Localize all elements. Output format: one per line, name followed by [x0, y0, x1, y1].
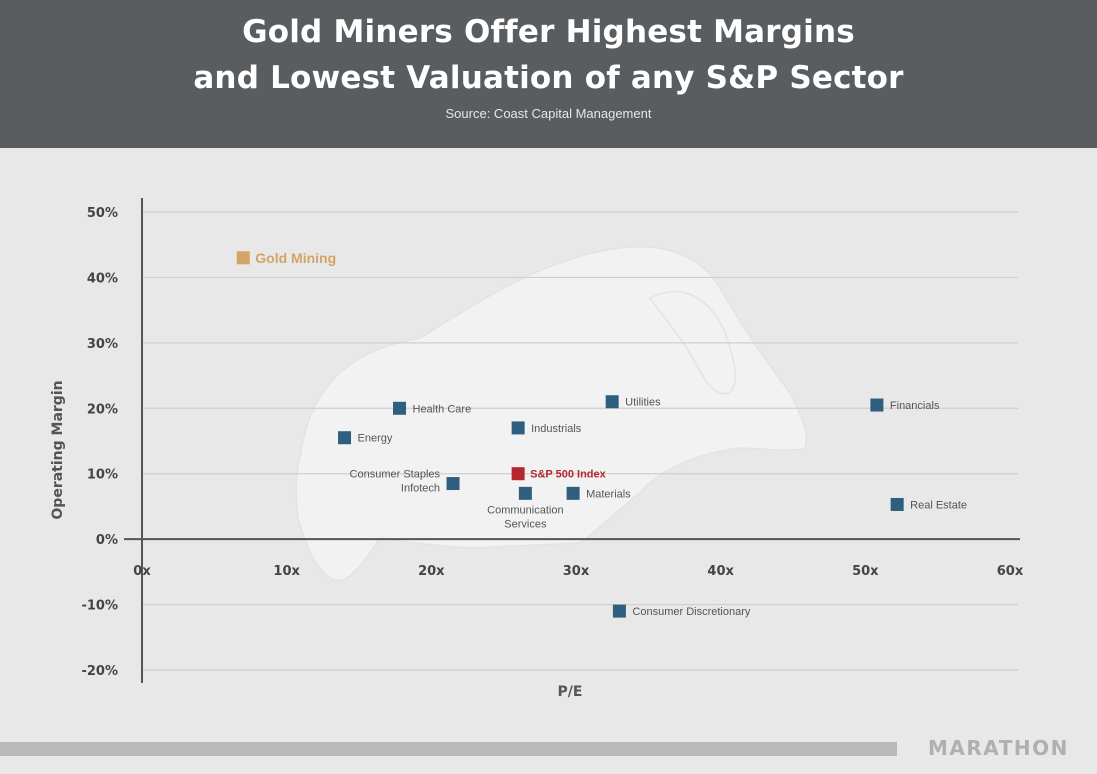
bull-watermark-icon: [296, 247, 806, 581]
x-tick-label-1: 10x: [273, 564, 300, 579]
y-tick-label-0: 50%: [87, 206, 118, 221]
point-marker-3: [447, 477, 460, 490]
y-tick-label-4: 10%: [87, 468, 118, 483]
point-marker-11: [891, 498, 904, 511]
x-tick-label-4: 40x: [707, 564, 734, 579]
point-marker-1: [393, 402, 406, 415]
point-marker-10: [870, 399, 883, 412]
chart-area: 50% 40% 30% 20% 10% 0% -10% -20% 0x 10x 20x 30x 40x 5…: [0, 148, 1097, 738]
point-label-5: S&P 500 Index: [530, 469, 606, 481]
point-marker-7: [606, 395, 619, 408]
chart-source: Source: Coast Capital Management: [0, 106, 1097, 121]
x-tick-label-3: 30x: [563, 564, 590, 579]
scatter-chart: 50% 40% 30% 20% 10% 0% -10% -20% 0x 10x 20x 30x 40x 5…: [0, 148, 1097, 738]
point-marker-8: [567, 487, 580, 500]
footer-bar: [0, 742, 897, 756]
x-tick-label-2: 20x: [418, 564, 445, 579]
x-tick-label-5: 50x: [852, 564, 879, 579]
chart-header: Gold Miners Offer Highest Margins and Lo…: [0, 0, 1097, 148]
y-tick-label-6: -10%: [81, 599, 118, 614]
point-label-0: Gold Mining: [255, 250, 336, 266]
x-axis-label: P/E: [558, 684, 583, 700]
point-marker-9: [613, 605, 626, 618]
y-tick-label-2: 30%: [87, 337, 118, 352]
x-tick-label-6: 60x: [997, 564, 1024, 579]
point-label-8: Materials: [586, 488, 631, 500]
point-label-2: Energy: [358, 433, 393, 445]
point-label-4: Industrials: [531, 423, 582, 435]
x-tick-label-0: 0x: [133, 564, 151, 579]
point-label-11: Real Estate: [910, 499, 967, 511]
y-tick-label-7: -20%: [81, 664, 118, 679]
point-marker-5: [512, 467, 525, 480]
point-label-1: Health Care: [413, 403, 472, 415]
point-marker-2: [338, 431, 351, 444]
chart-title-line-1: Gold Miners Offer Highest Margins: [0, 12, 1097, 52]
point-label-7: Utilities: [625, 397, 661, 409]
y-tick-label-5: 0%: [96, 533, 118, 548]
point-marker-0: [237, 251, 250, 264]
point-marker-6: [519, 487, 532, 500]
point-label-9: Consumer Discretionary: [632, 606, 750, 618]
y-axis-label: Operating Margin: [50, 380, 66, 519]
point-label-10: Financials: [890, 400, 940, 412]
point-marker-4: [512, 421, 525, 434]
brand-logo: MARATHON: [928, 736, 1069, 760]
y-tick-label-1: 40%: [87, 271, 118, 286]
chart-title-line-2: and Lowest Valuation of any S&P Sector: [0, 58, 1097, 98]
y-tick-label-3: 20%: [87, 402, 118, 417]
